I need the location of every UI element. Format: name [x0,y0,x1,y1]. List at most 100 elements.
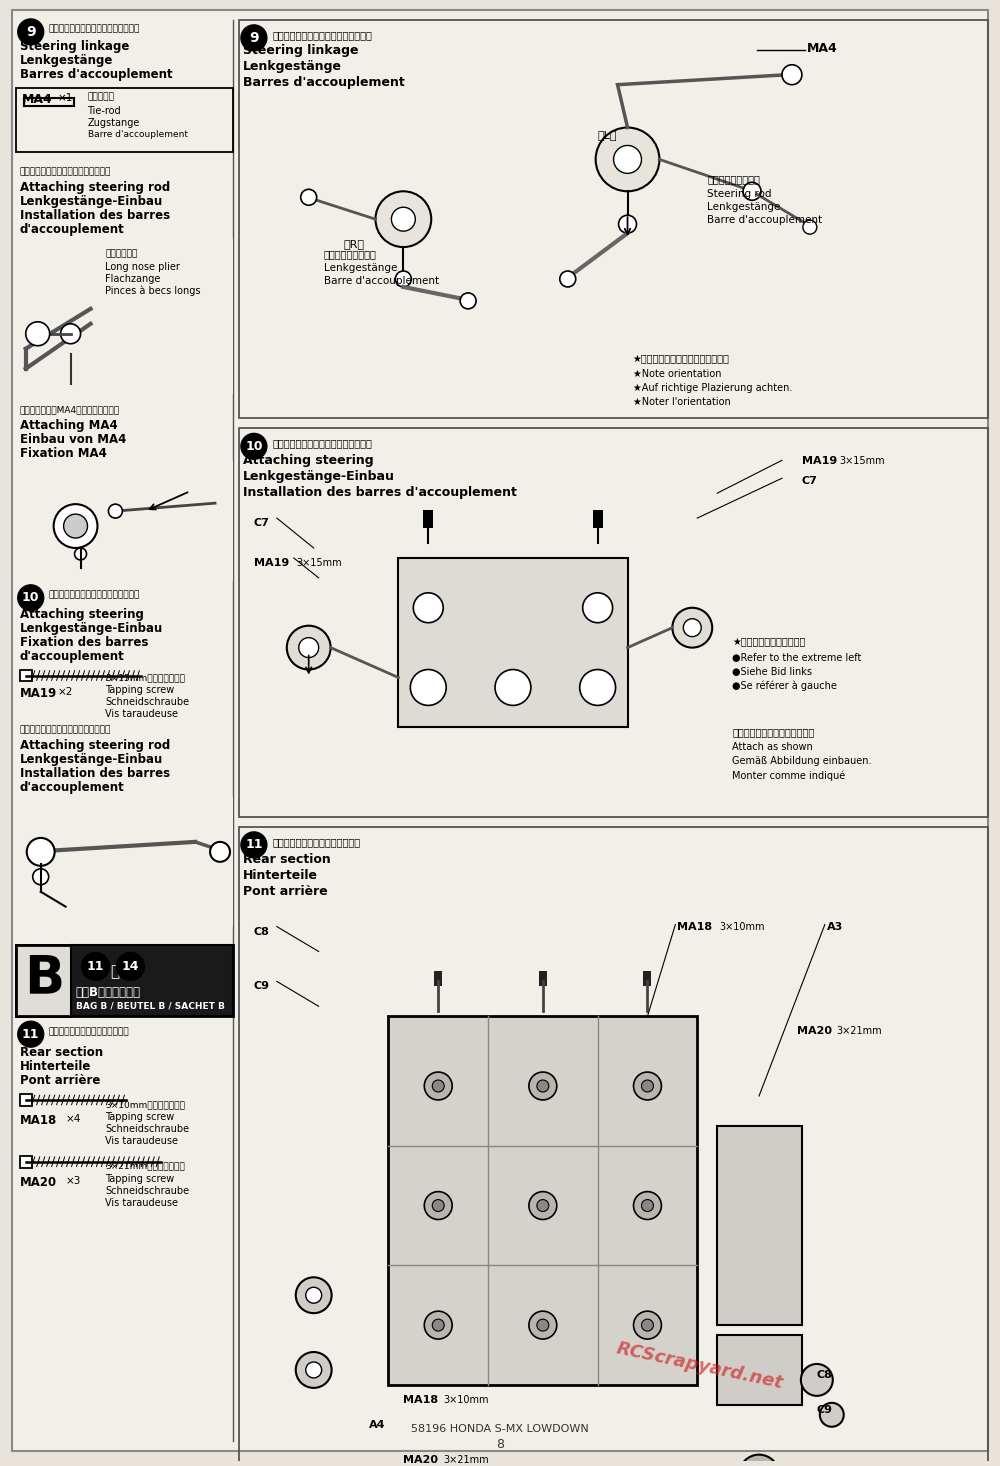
Text: 3×15mmタッピングビス: 3×15mmタッピングビス [105,673,185,683]
Circle shape [75,548,87,560]
Text: 〈タイロッド（MA4）の取り付け方〉: 〈タイロッド（MA4）の取り付け方〉 [20,406,120,415]
Circle shape [64,515,88,538]
Text: MA19: MA19 [20,688,57,701]
Circle shape [614,145,641,173]
Text: d'accouplement: d'accouplement [20,649,125,663]
Text: Lenkgestänge: Lenkgestänge [324,262,397,273]
Text: Steering linkage: Steering linkage [20,40,129,53]
Circle shape [54,504,97,548]
Text: Rear section: Rear section [20,1047,103,1058]
Circle shape [801,1363,833,1396]
Circle shape [27,839,55,866]
Text: 〈ステアリングロッドの取り付け方〉: 〈ステアリングロッドの取り付け方〉 [20,726,111,734]
Text: Barres d'accouplement: Barres d'accouplement [243,76,405,89]
Text: Steering rod: Steering rod [707,189,772,199]
Bar [717,1336,802,1404]
Text: MA18: MA18 [677,922,712,931]
Text: MA4: MA4 [22,92,53,106]
Circle shape [301,189,317,205]
Circle shape [495,670,531,705]
Text: Lenkgestänge-Einbau: Lenkgestänge-Einbau [243,471,395,484]
Text: 14: 14 [122,960,139,973]
Circle shape [580,670,616,705]
Bar [239,428,988,817]
Bar [717,1126,802,1325]
Text: A3: A3 [827,922,843,931]
Text: Attaching steering: Attaching steering [243,454,374,468]
Text: C8: C8 [254,927,270,937]
Circle shape [296,1352,332,1388]
Circle shape [529,1072,557,1100]
Text: d'accouplement: d'accouplement [20,781,125,795]
Text: 3×10mm: 3×10mm [443,1394,489,1404]
Text: Barre d'accouplement: Barre d'accouplement [707,216,822,226]
Text: MA4: MA4 [807,43,838,54]
Text: 58196 HONDA S-MX LOWDOWN: 58196 HONDA S-MX LOWDOWN [411,1423,589,1434]
Text: Einbau von MA4: Einbau von MA4 [20,434,126,447]
Circle shape [683,619,701,636]
Text: C7: C7 [254,517,270,528]
Text: RCScrapyard.net: RCScrapyard.net [614,1340,784,1393]
Text: ●Refer to the extreme left: ●Refer to the extreme left [732,652,862,663]
Text: ★Auf richtige Plazierung achten.: ★Auf richtige Plazierung achten. [633,383,792,393]
Text: ステアリングロッド: ステアリングロッド [324,249,377,259]
Bar [539,972,547,987]
Circle shape [596,128,659,191]
Text: Tapping screw: Tapping screw [105,1111,175,1121]
Circle shape [306,1287,322,1303]
Text: Pont arrière: Pont arrière [20,1075,100,1088]
Text: 袋詰Bを使用します: 袋詰Bを使用します [76,987,141,1000]
Text: 3×15mm: 3×15mm [297,559,342,567]
Bar [239,21,988,418]
Bar [16,944,233,1016]
Text: （R）: （R） [344,239,365,249]
Bar [16,798,233,927]
Text: MA20: MA20 [797,1026,832,1036]
Text: 11: 11 [245,839,263,852]
Text: Flachzange: Flachzange [105,274,161,284]
Text: Attaching MA4: Attaching MA4 [20,419,118,432]
Circle shape [634,1311,661,1338]
Text: 8: 8 [496,1438,504,1451]
Text: Hinterteile: Hinterteile [20,1060,91,1073]
Text: （ステアリングワイバーの組み立て）: （ステアリングワイバーの組み立て） [273,29,373,40]
Circle shape [560,271,576,287]
Text: Installation des barres: Installation des barres [20,767,170,780]
Circle shape [529,1192,557,1220]
Circle shape [782,65,802,85]
Circle shape [375,191,431,248]
Text: 3×15mm: 3×15mm [840,456,885,466]
Text: （ステアリングワイバーの取り付け）: （ステアリングワイバーの取り付け） [49,591,140,600]
Text: Fixation MA4: Fixation MA4 [20,447,107,460]
Circle shape [739,1454,779,1466]
Bar [16,239,233,393]
Bar [398,559,628,727]
Text: 〈リヤバルクヘッドの組み立て〉: 〈リヤバルクヘッドの組み立て〉 [273,837,361,847]
Text: Schneidschraube: Schneidschraube [105,1124,190,1133]
Text: ×2: ×2 [58,688,73,698]
Text: Installation des barres: Installation des barres [20,210,170,223]
Text: ★とりつけ向きに注意して下さい。: ★とりつけ向きに注意して下さい。 [633,353,729,364]
Circle shape [108,504,122,517]
Circle shape [424,1311,452,1338]
Bar [643,972,651,987]
Circle shape [61,324,81,343]
Text: MA19: MA19 [254,559,289,567]
Circle shape [432,1319,444,1331]
Circle shape [391,207,415,232]
Text: ●Se référer à gauche: ●Se référer à gauche [732,680,837,690]
Circle shape [641,1199,653,1211]
Text: C8: C8 [817,1369,833,1380]
Bar [16,88,233,152]
Text: Vis taraudeuse: Vis taraudeuse [105,1198,178,1208]
Bar [423,510,433,528]
Text: 10: 10 [245,440,263,453]
Bar [16,462,233,581]
Text: 11: 11 [87,960,104,973]
Text: ステアリングロッド: ステアリングロッド [707,174,760,185]
Text: ×3: ×3 [66,1176,81,1186]
Circle shape [395,271,411,287]
Circle shape [634,1072,661,1100]
Text: Attaching steering rod: Attaching steering rod [20,182,170,195]
Bar [388,1016,697,1385]
